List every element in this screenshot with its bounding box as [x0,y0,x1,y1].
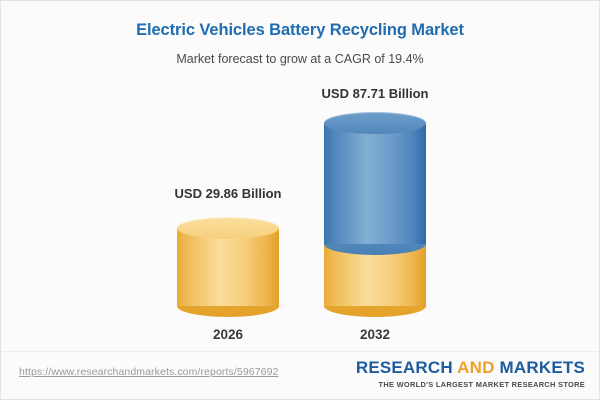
chart-header: Electric Vehicles Battery Recycling Mark… [1,21,599,66]
bar-value-label-2032: USD 87.71 Billion [321,86,429,101]
page-title: Electric Vehicles Battery Recycling Mark… [136,21,464,39]
cylinder-top-ellipse [177,217,279,239]
brand-name: RESEARCH AND MARKETS [356,359,585,377]
footer: https://www.researchandmarkets.com/repor… [1,351,599,399]
cylinder-body [324,123,426,244]
brand-tagline: THE WORLD'S LARGEST MARKET RESEARCH STOR… [378,379,585,389]
cylinder-top-ellipse [324,112,426,134]
brand-logo: RESEARCH AND MARKETS THE WORLD'S LARGEST… [356,359,585,389]
bar-cylinder-2032 [324,112,434,317]
bar-category-label-2032: 2032 [359,327,391,342]
bar-segment-growth-2032 [324,112,426,255]
chart-plot-area: USD 29.86 Billion 2026 USD 87.71 Billion [1,1,599,353]
bar-category-label-2026: 2026 [212,327,244,342]
bar-segment-base-2026 [177,217,279,317]
bar-value-label-2026: USD 29.86 Billion [174,186,282,201]
brand-word-markets: MARKETS [499,358,585,377]
brand-word-research: RESEARCH [355,358,453,377]
bar-cylinder-2026 [177,217,287,317]
brand-word-and: AND [457,358,495,377]
source-url-link[interactable]: https://www.researchandmarkets.com/repor… [19,366,279,378]
chart-subtitle: Market forecast to grow at a CAGR of 19.… [176,52,424,66]
cylinder-body [177,228,279,306]
